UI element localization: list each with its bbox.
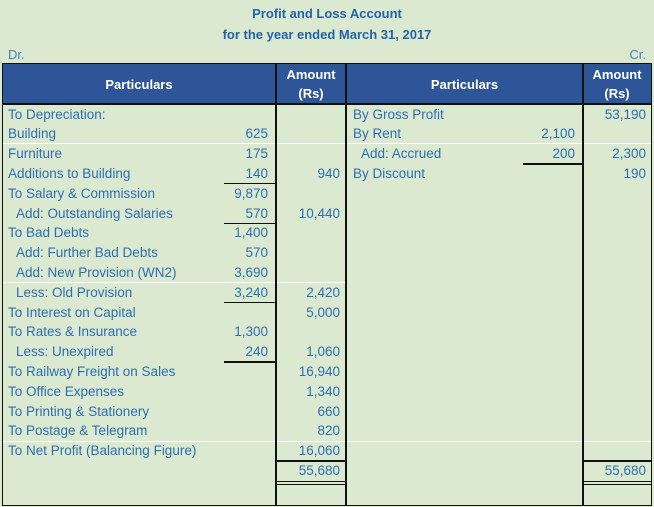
- debit-item-amount: [278, 144, 340, 164]
- debit-item-label: To Office Expenses: [8, 383, 125, 399]
- debit-item-subamount: 3,240: [234, 284, 268, 300]
- header-dr-amount-line1: Amount: [286, 67, 336, 82]
- subtotal-underline: [224, 302, 275, 304]
- debit-item-amount: [278, 263, 340, 283]
- debit-item-subamount: 140: [245, 165, 268, 181]
- credit-item-label: By Gross Profit: [353, 106, 444, 122]
- debit-item-label: To Printing & Stationery: [8, 403, 150, 419]
- credit-item-amount: 190: [623, 165, 646, 181]
- debit-item-subamount: [203, 421, 268, 441]
- debit-item-label: To Railway Freight on Sales: [8, 363, 176, 379]
- debit-item-amount: [278, 124, 340, 144]
- debit-item-subamount: [203, 441, 268, 461]
- debit-item-amount: 16,060: [298, 443, 340, 459]
- credit-item-amount: [585, 124, 646, 144]
- debit-item-label: To Salary & Commission: [8, 185, 156, 201]
- debit-item-subamount: 570: [245, 245, 268, 261]
- credit-item-amount: 53,190: [604, 106, 646, 122]
- debit-item-label: To Bad Debts: [8, 225, 90, 241]
- debit-item-subamount: 625: [245, 126, 268, 142]
- credit-label: Cr.: [629, 47, 646, 62]
- debit-item-amount: 1,060: [306, 344, 340, 360]
- debit-item-subamount: [203, 382, 268, 402]
- debit-item-label: To Rates & Insurance: [8, 324, 138, 340]
- debit-item-amount: [278, 322, 340, 342]
- debit-item-label: Building: [8, 126, 57, 142]
- total-topline: [582, 460, 652, 462]
- debit-item-subamount: 3,690: [234, 264, 268, 280]
- total-double-underline: [275, 480, 346, 485]
- debit-item-subamount: 175: [245, 146, 268, 162]
- debit-item-amount: 2,420: [306, 284, 340, 300]
- gridline: [3, 282, 346, 283]
- debit-item-label: Additions to Building: [8, 165, 131, 181]
- header-dr-amount: Amount (Rs): [276, 64, 346, 104]
- debit-item-amount: [278, 223, 340, 243]
- debit-item-amount: 16,940: [298, 363, 340, 379]
- gridline: [3, 143, 651, 144]
- debit-item-label: Less: Old Provision: [16, 284, 133, 300]
- subtotal-underline: [224, 183, 275, 185]
- debit-label: Dr.: [8, 47, 25, 62]
- debit-item-label: To Depreciation:: [8, 106, 106, 122]
- debit-item-amount: 1,340: [306, 383, 340, 399]
- header-divider: [3, 103, 651, 105]
- debit-item-label: Add: New Provision (WN2): [16, 264, 177, 280]
- debit-item-amount: 820: [317, 423, 340, 439]
- debit-item-amount: [278, 184, 340, 204]
- debit-item-subamount: 240: [245, 344, 268, 360]
- credit-total: 55,680: [604, 462, 646, 478]
- credit-item-subamount: 200: [552, 146, 575, 162]
- debit-item-subamount: 9,870: [234, 185, 268, 201]
- header-cr-particulars: Particulars: [430, 76, 499, 92]
- debit-item-label: To Net Profit (Balancing Figure): [8, 443, 197, 459]
- debit-total: 55,680: [298, 462, 340, 478]
- total-double-underline: [582, 480, 652, 485]
- page-subtitle: for the year ended March 31, 2017: [222, 27, 432, 42]
- header-cr-amount-line1: Amount: [592, 67, 642, 82]
- debit-item-amount: [278, 243, 340, 263]
- debit-item-amount: 10,440: [298, 205, 340, 221]
- subtotal-underline: [224, 361, 275, 363]
- total-topline: [275, 460, 346, 462]
- debit-item-amount: 660: [317, 403, 340, 419]
- subtotal-underline: [224, 222, 275, 225]
- profit-loss-table: Particulars Amount (Rs) Particulars Amou…: [2, 63, 652, 506]
- debit-item-subamount: 1,300: [234, 324, 268, 340]
- header-dr-particulars: Particulars: [105, 76, 173, 92]
- debit-item-subamount: 570: [245, 205, 268, 221]
- credit-item-label: By Discount: [353, 165, 426, 181]
- debit-item-amount: [278, 105, 340, 125]
- credit-item-label: Add: Accrued: [361, 146, 442, 162]
- debit-item-subamount: [203, 362, 268, 382]
- debit-item-subamount: [203, 402, 268, 422]
- page-title: Profit and Loss Account: [252, 6, 402, 21]
- debit-item-label: Add: Outstanding Salaries: [16, 205, 173, 221]
- debit-item-subamount: [203, 303, 268, 323]
- debit-item-label: Less: Unexpired: [16, 344, 114, 360]
- col-divider: [275, 64, 277, 505]
- debit-item-subamount: 1,400: [234, 225, 268, 241]
- debit-item-amount: 940: [317, 165, 340, 181]
- col-divider: [582, 64, 584, 505]
- gridline: [3, 441, 651, 442]
- header-dr-amount-line2: (Rs): [298, 86, 324, 101]
- debit-item-subamount: [203, 105, 268, 125]
- header-cr-amount: Amount (Rs): [583, 64, 651, 104]
- debit-item-label: Furniture: [8, 146, 63, 162]
- table-header: Particulars Amount (Rs) Particulars Amou…: [3, 64, 651, 104]
- debit-item-amount: 5,000: [306, 304, 340, 320]
- credit-item-amount: 2,300: [612, 146, 646, 162]
- header-cr-amount-line2: (Rs): [604, 86, 630, 101]
- credit-item-subamount: [503, 164, 575, 184]
- debit-item-label: Add: Further Bad Debts: [16, 245, 158, 261]
- col-divider: [345, 64, 347, 505]
- subtotal-underline: [523, 163, 582, 165]
- credit-item-subamount: 2,100: [541, 126, 575, 142]
- credit-item-subamount: [503, 105, 575, 125]
- debit-item-label: To Interest on Capital: [8, 304, 136, 320]
- credit-item-label: By Rent: [353, 126, 402, 142]
- debit-item-label: To Postage & Telegram: [8, 423, 148, 439]
